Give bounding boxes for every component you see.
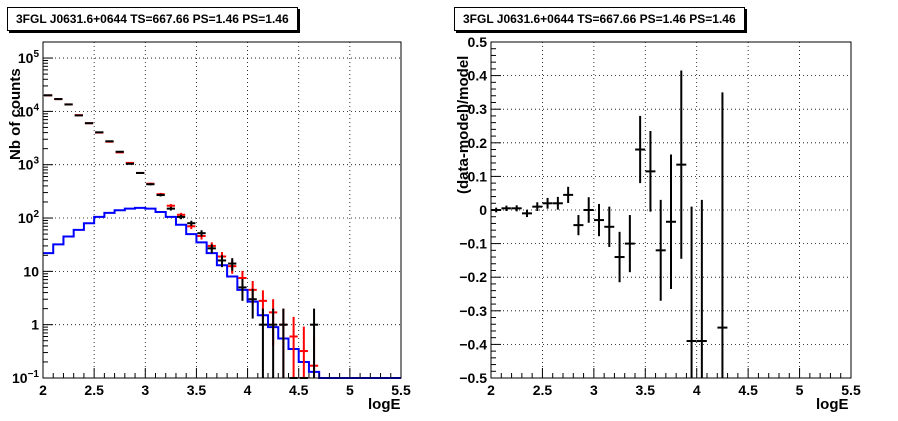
left-x-tick-label-0: 2	[39, 382, 47, 398]
right-x-tick-label-4: 4	[693, 382, 701, 398]
left-x-tick-label-1: 2.5	[84, 382, 104, 398]
right-y-tick-label-8: 0.3	[468, 101, 488, 117]
left-y-tick-label-6: 105	[18, 49, 40, 66]
right-y-tick-label-5: 0	[479, 202, 487, 218]
left-y-tick-label-2: 10	[23, 263, 39, 279]
left-y-tick-label-3: 102	[18, 209, 40, 226]
left-plot-frame	[42, 41, 402, 379]
right-x-axis-label: logE	[816, 396, 849, 413]
right-y-tick-label-4: −0.1	[459, 236, 487, 252]
left-x-tick-label-3: 3.5	[187, 382, 207, 398]
left-y-tick-label-1: 1	[31, 317, 39, 333]
right-y-tick-label-3: −0.2	[459, 269, 487, 285]
left-chart-title: 3FGL J0631.6+0644 TS=667.66 PS=1.46 PS=1…	[7, 7, 298, 31]
left-x-tick-label-4: 4	[244, 382, 252, 398]
right-x-tick-label-1: 2.5	[533, 382, 553, 398]
right-chart-title: 3FGL J0631.6+0644 TS=667.66 PS=1.46 PS=1…	[454, 7, 745, 31]
left-model-step-line	[43, 206, 401, 379]
right-y-tick-label-0: −0.5	[459, 370, 487, 386]
right-y-tick-label-1: −0.4	[459, 336, 487, 352]
right-x-tick-label-0: 2	[487, 382, 495, 398]
left-y-tick-label-4: 103	[18, 156, 40, 173]
right-y-tick-label-9: 0.4	[468, 68, 488, 84]
left-x-tick-label-7: 5.5	[391, 382, 411, 398]
right-x-tick-label-7: 5.5	[841, 382, 861, 398]
left-y-tick-label-0: 10−1	[12, 369, 39, 386]
left-x-tick-label-2: 3	[141, 382, 149, 398]
right-x-tick-label-5: 4.5	[738, 382, 758, 398]
right-y-tick-label-2: −0.3	[459, 303, 487, 319]
left-x-axis-label: logE	[368, 396, 401, 413]
left-y-tick-label-5: 104	[18, 102, 40, 119]
right-y-tick-label-10: 0.5	[468, 34, 488, 50]
right-x-tick-label-2: 3	[590, 382, 598, 398]
left-x-tick-label-5: 4.5	[289, 382, 309, 398]
right-x-tick-label-3: 3.5	[636, 382, 656, 398]
right-y-tick-label-6: 0.1	[468, 168, 488, 184]
left-x-tick-label-6: 5	[346, 382, 354, 398]
right-x-tick-label-6: 5	[796, 382, 804, 398]
right-y-tick-label-7: 0.2	[468, 135, 488, 151]
